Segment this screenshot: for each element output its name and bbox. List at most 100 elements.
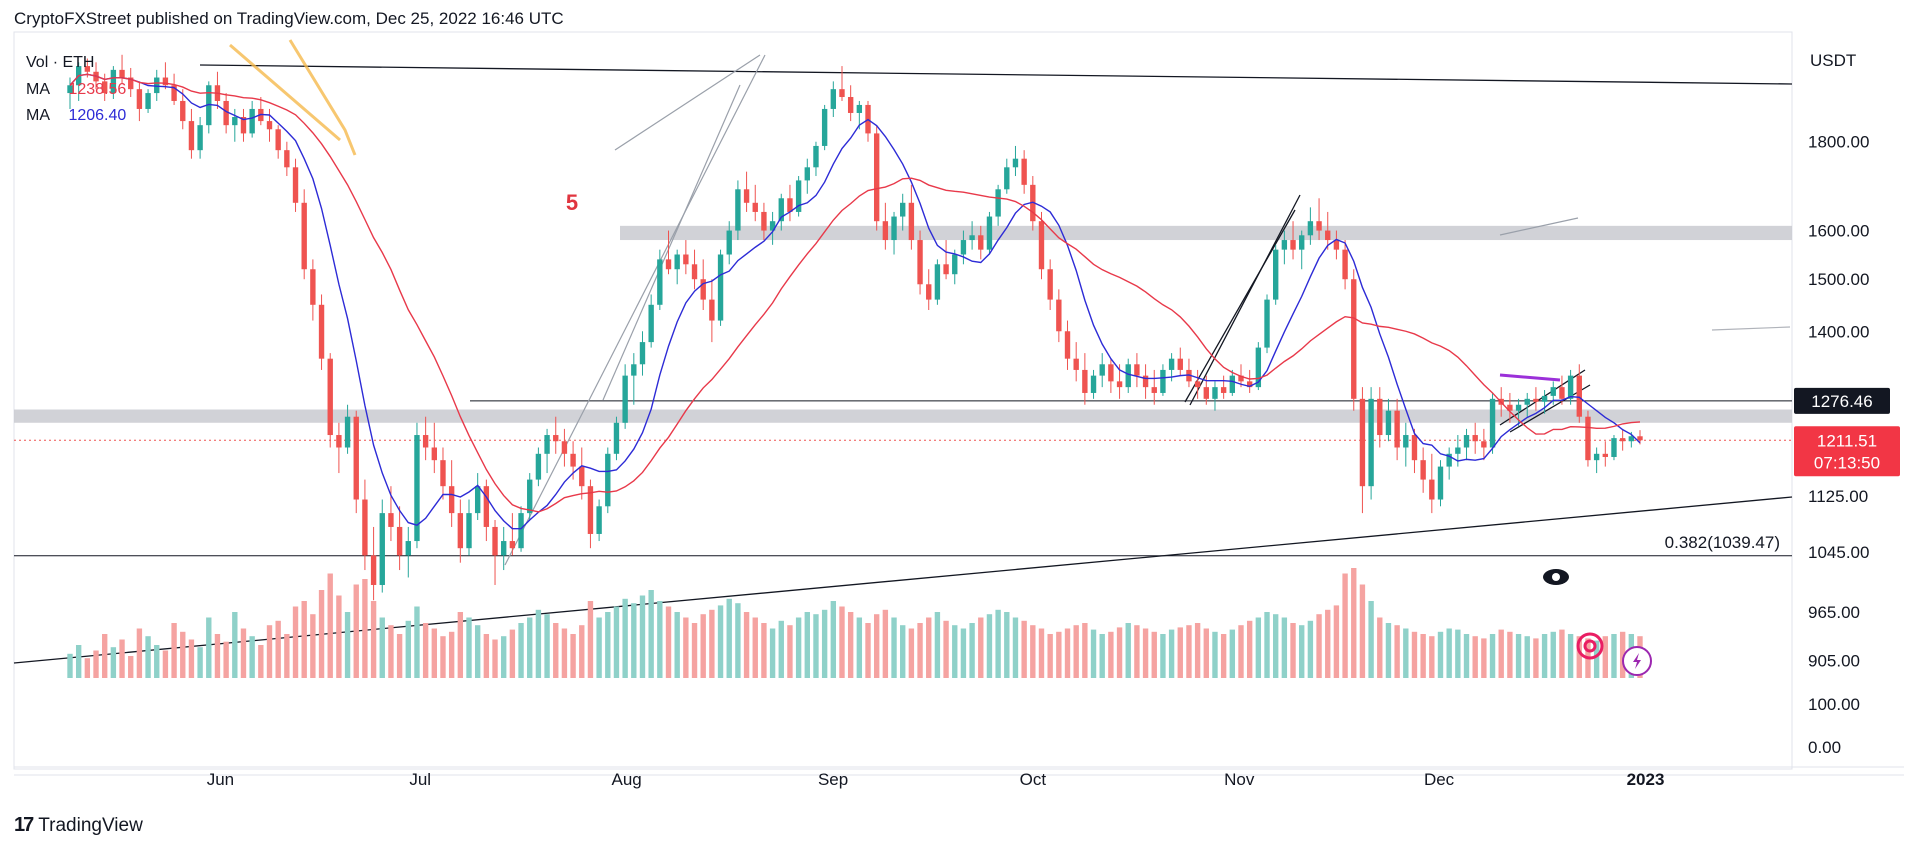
candle-body [370,555,377,585]
last-price-tag-text: 1211.51 [1817,431,1877,450]
candle-body [396,526,403,556]
volume-bar [93,650,99,678]
eye-icon [1543,569,1569,585]
level-price-tag [1794,387,1890,414]
candle-body [431,447,437,461]
volume-bar [1134,625,1140,678]
volume-bar [388,625,394,678]
volume-bar [847,612,854,678]
candle-body [197,125,203,151]
volume-bar [422,623,429,678]
volume-bar [778,620,784,678]
candle-body [1212,387,1218,399]
candle-body [1021,158,1027,185]
candle-body [535,453,542,480]
volume-bar [1194,623,1201,678]
volume-bar [84,658,91,678]
volume-bar [691,623,698,678]
legend-volume: Vol · ETH [26,54,107,72]
volume-bar [492,639,498,678]
volume-bar [900,625,906,678]
candle-body [908,202,915,241]
volume-bar [1593,640,1600,678]
candle-body [67,85,73,94]
volume-bar [952,625,958,678]
legend-ma-fast-label: MA [26,107,50,124]
volume-bar [119,639,125,678]
volume-bar [1368,601,1374,678]
volume-bar [934,612,941,678]
candle-body [474,486,481,514]
candle-body [1299,235,1305,250]
candle-body [1559,387,1565,399]
candle-body [310,269,316,305]
candle-body [84,66,91,72]
candle-body [900,202,906,217]
volume-bar [145,636,151,678]
volume-bar [631,603,637,678]
candle-body [1047,269,1053,300]
volume-bar [674,612,680,678]
volume-bar [353,584,359,678]
volume-bar [336,595,342,678]
fib-label: 0.382(1039.47) [1665,533,1780,552]
volume-bar [596,617,602,678]
support-zone [14,409,1792,423]
last-price-tag [1794,426,1900,477]
volume-bar [1437,631,1444,678]
volume-bar [1359,584,1366,678]
candle-body [422,435,429,448]
volume-bar [830,601,837,678]
candle-body [856,104,863,113]
candle-body [145,93,151,109]
volume-bar [1420,634,1426,678]
candle-body [1168,358,1175,370]
volume-bar [1220,634,1227,678]
volume-bar [1489,634,1496,678]
candle-body [1403,435,1409,448]
volume-bar [370,601,377,678]
volume-bar [1021,620,1027,678]
volume-bar [431,628,437,678]
volume-bar [171,623,177,678]
volume-bar [787,625,793,678]
candle-body [1056,299,1062,332]
candle-body [171,85,177,101]
volume-axis-tick: 100.00 [1808,695,1860,714]
volume-bar [154,645,160,678]
candle-body [674,254,680,270]
candle-body [553,435,559,442]
volume-bar [128,656,134,678]
volume-bar [978,617,984,678]
volume-bar [249,636,255,678]
legend-ma-slow-value: 1238.56 [68,81,127,98]
candle-body [579,466,585,487]
candle-body [509,541,516,549]
candle-body [110,69,117,94]
legend-ma-slow: MA 1238.56 [26,81,126,99]
volume-bar [1515,634,1522,678]
candle-body [1602,453,1608,457]
volume-bar [683,617,689,678]
volume-bar [188,639,195,678]
candle-body [518,513,524,549]
price-axis-tick: 905.00 [1808,651,1860,670]
volume-bar [162,650,169,678]
candle-body [275,129,281,151]
candle-body [388,513,394,527]
volume-bar [891,617,897,678]
candle-body [327,358,333,436]
candle-body [1420,460,1426,480]
volume-bar [1559,629,1565,678]
volume-bar [180,631,186,678]
candle-body [657,259,663,305]
volume-bar [327,573,333,678]
candle-body [119,69,125,78]
volume-bar [67,653,73,678]
time-axis-tick: Sep [818,770,848,789]
volume-bar [1099,634,1105,678]
volume-bar [75,645,82,678]
candle-body [1108,364,1114,382]
candle-body [1515,404,1522,411]
